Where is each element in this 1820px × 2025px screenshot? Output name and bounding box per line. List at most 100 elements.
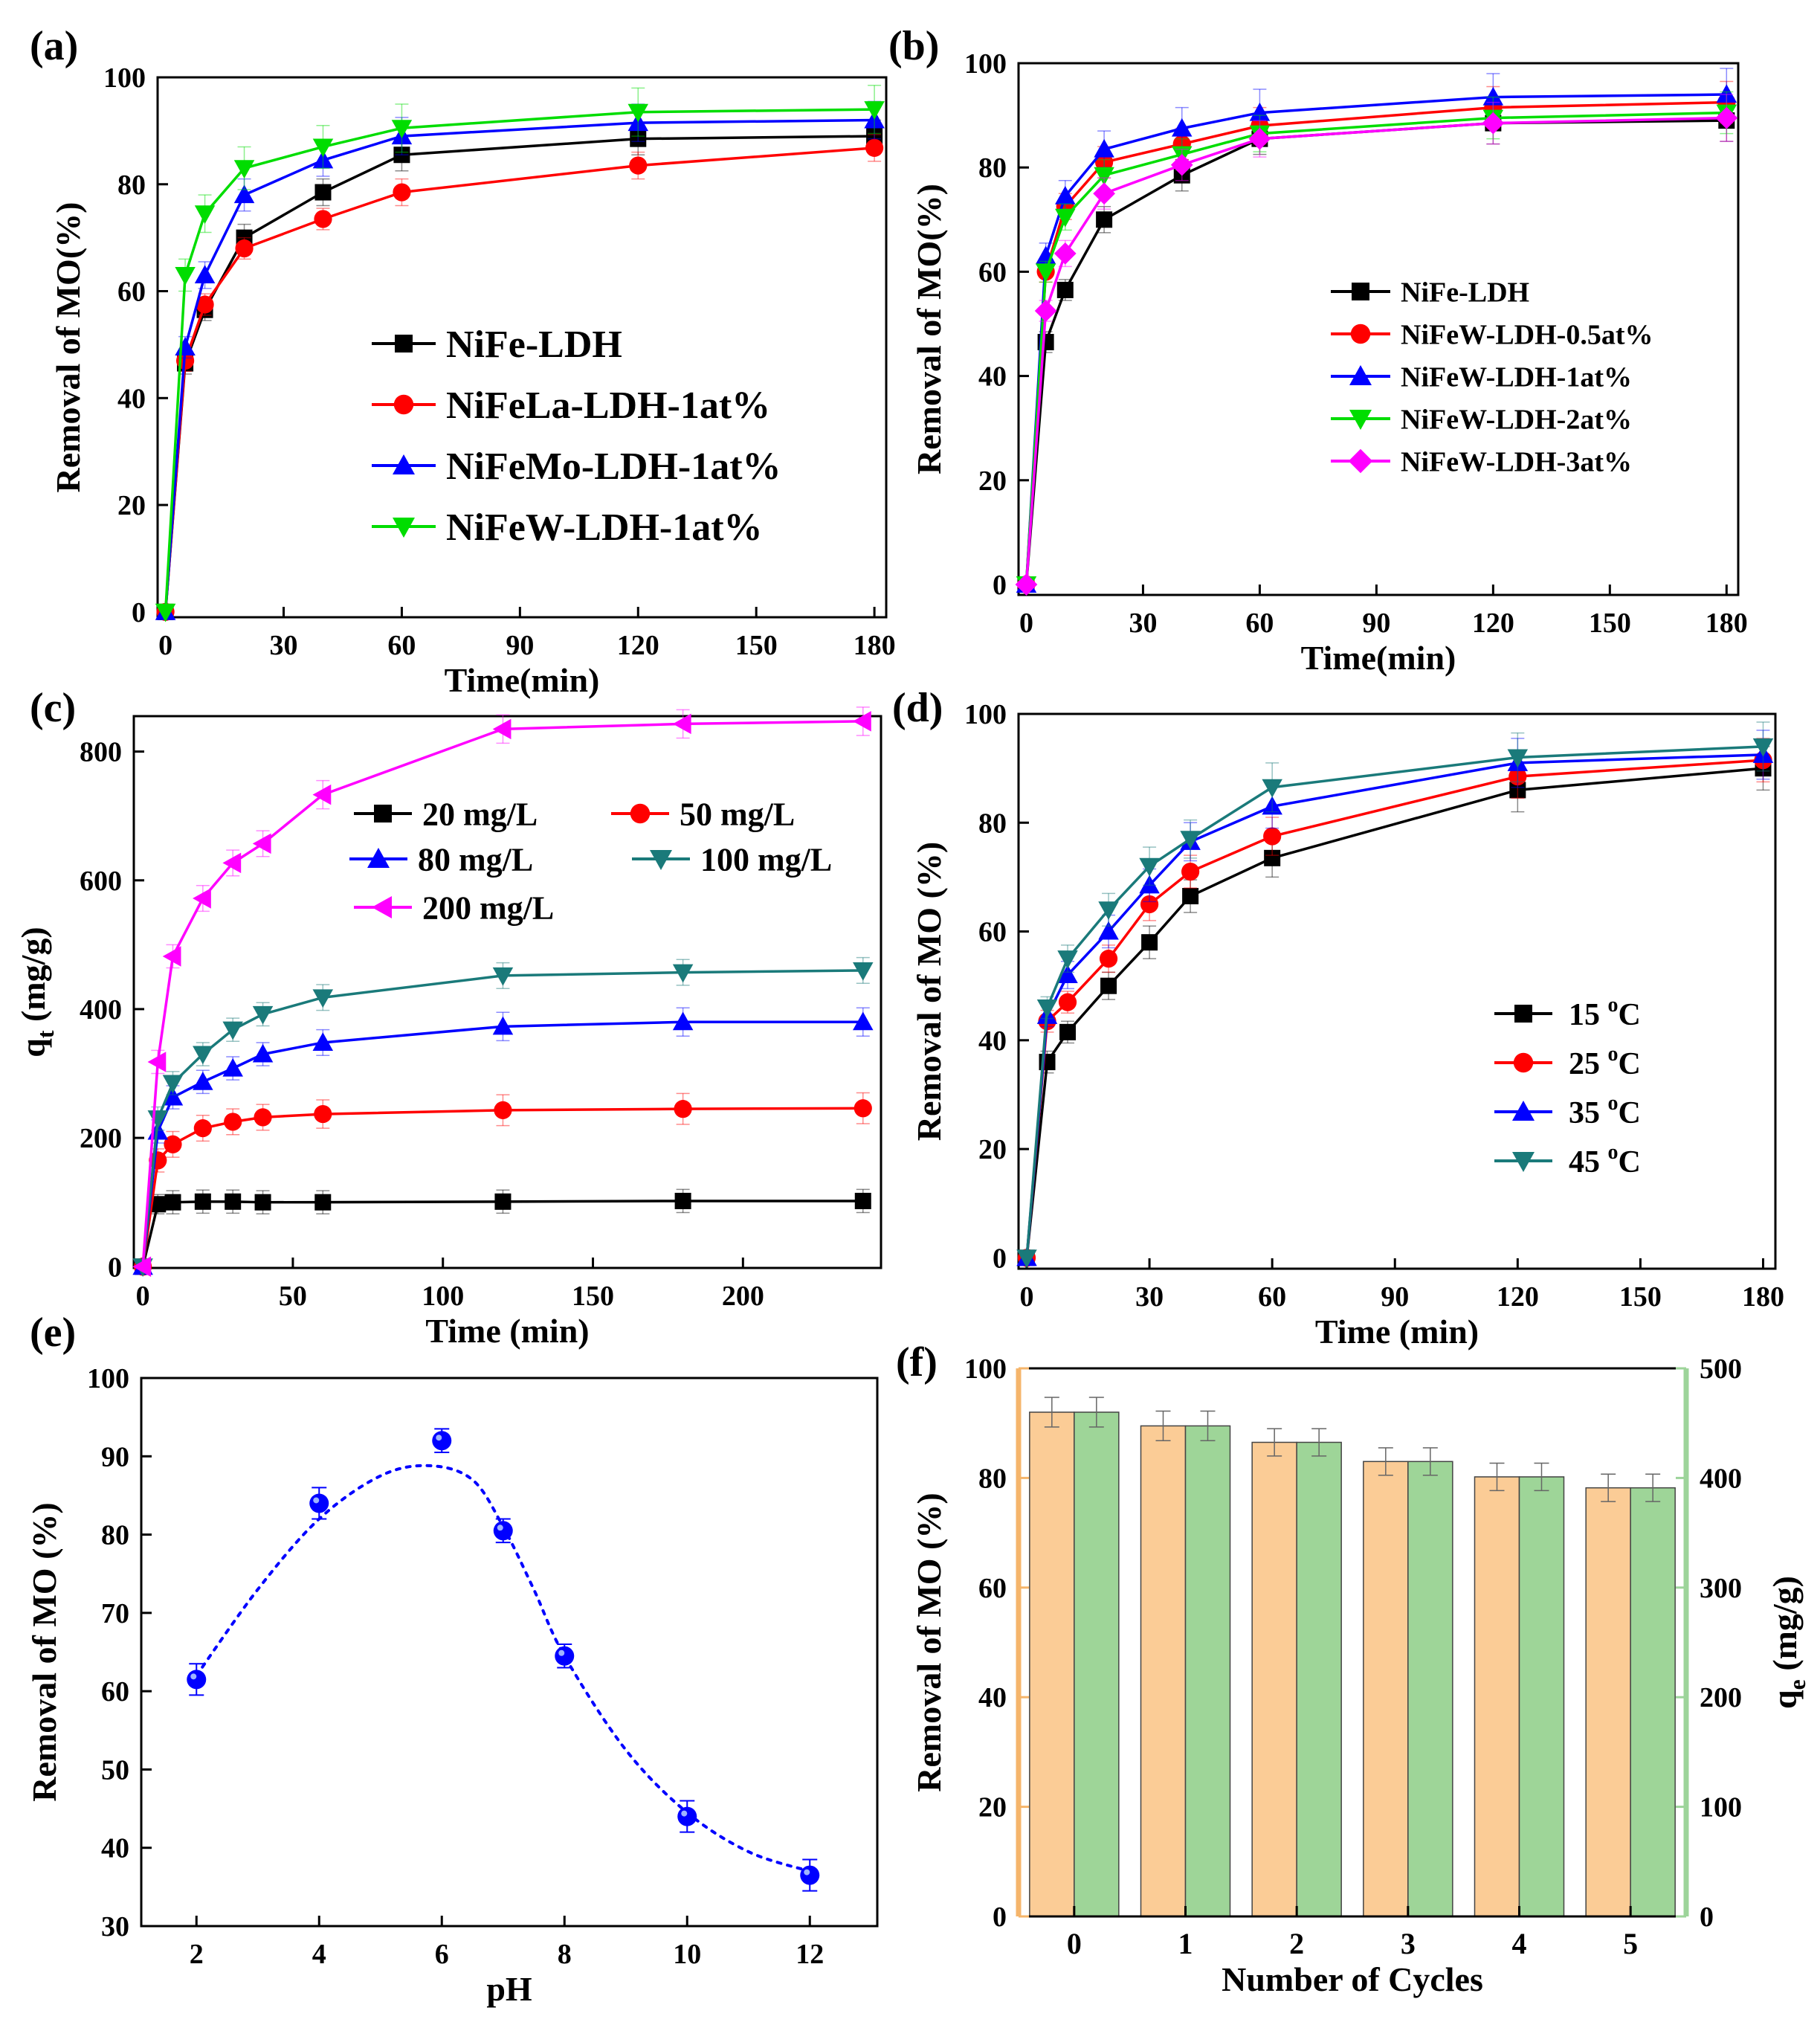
data-point bbox=[1099, 950, 1118, 968]
data-point bbox=[233, 184, 255, 204]
data-point bbox=[1170, 153, 1193, 176]
data-point bbox=[162, 1086, 184, 1106]
y-tick-label: 90 bbox=[101, 1441, 129, 1472]
y-tick-label: 0 bbox=[132, 597, 146, 628]
x-axis-label: Time (min) bbox=[425, 1312, 589, 1350]
data-point-highlight bbox=[558, 1649, 565, 1656]
series-line bbox=[141, 1107, 863, 1267]
y-axis-label: Removal of MO(%) bbox=[910, 184, 948, 474]
legend-value: 35 bbox=[1569, 1096, 1608, 1130]
y-tick-label: 0 bbox=[993, 570, 1007, 601]
data-point bbox=[853, 1099, 872, 1118]
data-point bbox=[1248, 127, 1271, 150]
data-point-highlight bbox=[681, 1810, 688, 1817]
legend-label: NiFe-LDH bbox=[446, 323, 622, 366]
data-point bbox=[494, 1193, 512, 1210]
legend-label: 35 oC bbox=[1569, 1092, 1641, 1130]
legend-value: 15 bbox=[1569, 998, 1608, 1032]
data-point bbox=[193, 888, 211, 909]
y-tick-label: 40 bbox=[101, 1833, 129, 1864]
data-point bbox=[493, 1521, 513, 1541]
plot-frame bbox=[140, 1377, 879, 1928]
series-1 bbox=[134, 1092, 872, 1276]
data-point bbox=[1482, 86, 1504, 106]
data-point bbox=[1036, 999, 1058, 1018]
x-tick-label: 50 bbox=[279, 1281, 307, 1312]
x-tick-label: 100 bbox=[422, 1281, 464, 1312]
data-point bbox=[164, 1194, 181, 1211]
data-point bbox=[1094, 167, 1114, 186]
data-point bbox=[194, 205, 216, 225]
data-point bbox=[1034, 300, 1057, 322]
data-point bbox=[1093, 182, 1115, 205]
y-tick-label: 40 bbox=[978, 1682, 1007, 1713]
legend-label: 15 oC bbox=[1569, 994, 1641, 1032]
y-label-sub: t bbox=[32, 1030, 59, 1038]
data-point bbox=[1100, 977, 1117, 994]
x-tick-label: 2 bbox=[1289, 1927, 1304, 1960]
data-point bbox=[162, 946, 181, 967]
data-point bbox=[1015, 573, 1038, 596]
legend: NiFe-LDH NiFeW-LDH-0.5at% NiFeW-LDH-1at% Ni… bbox=[1331, 277, 1653, 477]
y-tick-label: 60 bbox=[978, 257, 1007, 288]
y-tick-label: 600 bbox=[80, 866, 122, 897]
data-point bbox=[1508, 767, 1527, 786]
data-point bbox=[235, 239, 254, 258]
data-point bbox=[194, 1193, 211, 1210]
series-line bbox=[1024, 93, 1727, 585]
bar bbox=[1363, 1461, 1409, 1917]
legend-value: 25 bbox=[1569, 1047, 1608, 1081]
legend-label: 80 mg/L bbox=[418, 841, 533, 878]
data-point bbox=[314, 1104, 332, 1124]
data-point bbox=[1507, 749, 1529, 768]
y-tick-label: 100 bbox=[964, 699, 1007, 730]
data-point bbox=[1264, 849, 1281, 866]
y-label-main: q bbox=[1766, 1690, 1804, 1709]
data-point bbox=[492, 718, 512, 740]
y-tick-label: 100 bbox=[964, 1353, 1007, 1385]
data-point bbox=[672, 1011, 694, 1031]
data-point-highlight bbox=[436, 1435, 442, 1441]
data-point bbox=[1139, 875, 1160, 894]
data-point bbox=[1016, 1249, 1037, 1269]
x-tick-label: 90 bbox=[506, 630, 534, 661]
x-tick-label: 0 bbox=[1067, 1927, 1082, 1960]
x-axis-label: pH bbox=[486, 1970, 532, 2008]
legend-label: 20 mg/L bbox=[422, 796, 538, 832]
plot-frame bbox=[1017, 712, 1777, 1270]
legend-marker bbox=[1512, 1152, 1535, 1172]
legend-marker bbox=[393, 518, 415, 538]
data-point bbox=[193, 1072, 213, 1090]
bar bbox=[1184, 1425, 1231, 1917]
x-tick-label: 8 bbox=[558, 1939, 572, 1970]
data-point bbox=[233, 160, 255, 178]
data-point bbox=[393, 183, 411, 202]
y-label-unit: (mg/g) bbox=[1766, 1576, 1804, 1679]
data-point-highlight bbox=[190, 1673, 197, 1680]
data-point bbox=[1055, 208, 1076, 228]
panel-label: (e) bbox=[30, 1310, 76, 1356]
x-tick-label: 90 bbox=[1362, 608, 1390, 639]
x-tick-label: 30 bbox=[270, 630, 298, 661]
y-axis-label-left: Removal of MO (%) bbox=[910, 1493, 948, 1791]
panel-c: (c) 0 50 100 150 200 0 200 400 600 800 Time (min) qt… bbox=[14, 685, 882, 1350]
plot-frame bbox=[1017, 62, 1740, 596]
legend-label: 50 mg/L bbox=[680, 796, 795, 832]
panel-label: (c) bbox=[30, 685, 76, 731]
y-tick-label: 800 bbox=[80, 737, 122, 768]
y-tick-label: 100 bbox=[87, 1363, 129, 1394]
bar bbox=[1029, 1411, 1075, 1917]
legend-marker bbox=[1352, 283, 1369, 300]
data-point bbox=[254, 1194, 271, 1211]
panel-label: (f) bbox=[896, 1339, 938, 1385]
legend-marker bbox=[1348, 448, 1373, 474]
series-4 bbox=[132, 706, 871, 1278]
data-point bbox=[864, 101, 885, 120]
y-tick-label: 50 bbox=[101, 1754, 129, 1786]
series-line bbox=[164, 108, 875, 612]
legend: 20 mg/L 50 mg/L 80 mg/L 100 mg/L 200 mg/L bbox=[349, 796, 832, 926]
data-point bbox=[193, 1046, 213, 1065]
data-point bbox=[222, 1021, 243, 1040]
y-tick-label: 20 bbox=[978, 1134, 1007, 1165]
data-point bbox=[196, 295, 214, 314]
